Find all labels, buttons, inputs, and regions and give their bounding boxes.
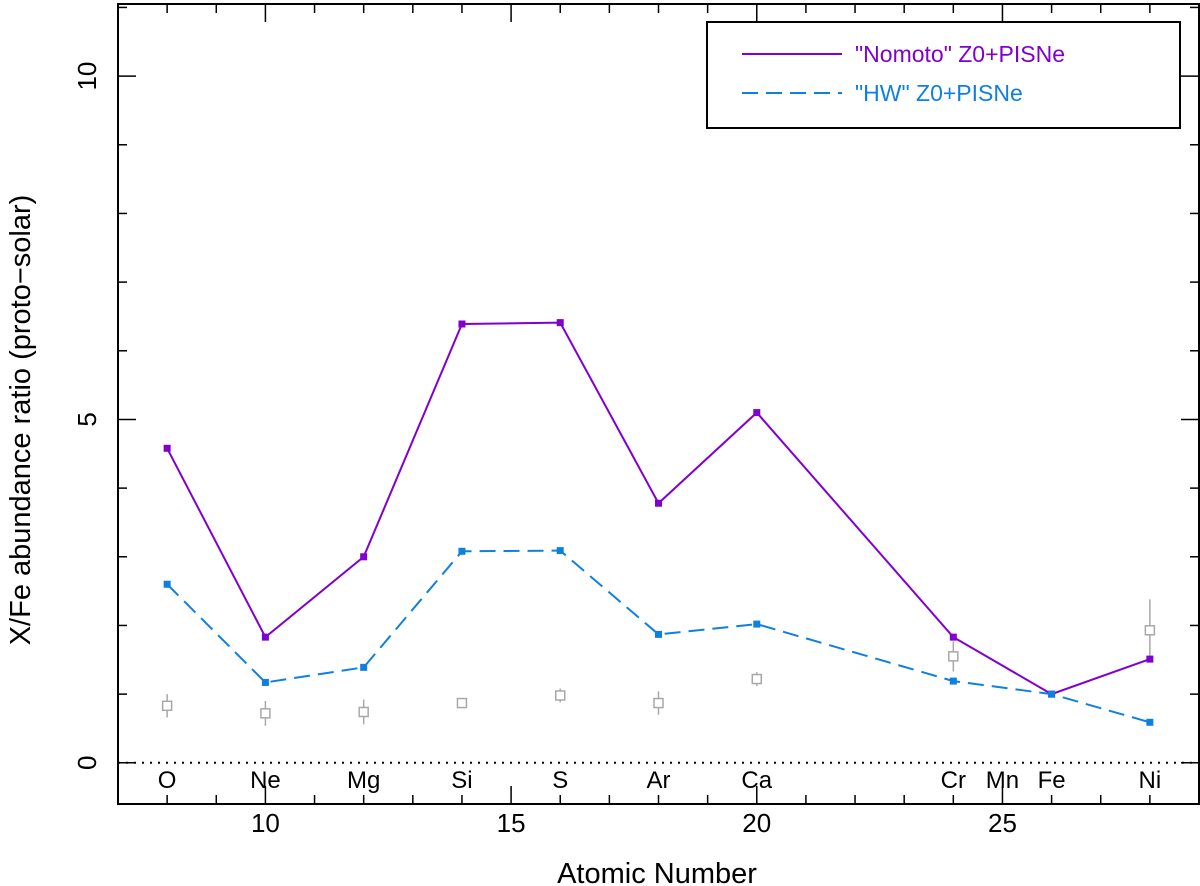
hw-point bbox=[360, 663, 368, 671]
hw-point bbox=[163, 580, 171, 588]
observed-point bbox=[1144, 625, 1156, 636]
series-line-nomoto bbox=[166, 321, 1151, 696]
series-line-hw bbox=[166, 549, 1151, 724]
nomoto-point bbox=[360, 553, 368, 561]
element-label: O bbox=[158, 767, 177, 794]
observed-point bbox=[260, 708, 271, 719]
element-label: Cr bbox=[941, 767, 966, 794]
hw-point bbox=[1048, 690, 1056, 698]
observed-point bbox=[554, 690, 566, 701]
legend-label-nomoto: "Nomoto" Z0+PISNe bbox=[855, 41, 1065, 67]
element-label: Ca bbox=[741, 767, 772, 794]
x-tick-label: 10 bbox=[251, 808, 280, 838]
x-axis-title: Atomic Number bbox=[557, 858, 757, 886]
hw-point bbox=[655, 630, 662, 638]
x-tick-label: 25 bbox=[988, 808, 1017, 838]
observed-point bbox=[653, 697, 664, 709]
hw-point bbox=[1146, 718, 1154, 726]
hw-point bbox=[753, 620, 761, 628]
observed-point bbox=[358, 706, 369, 718]
hw-point bbox=[261, 678, 269, 686]
y-tick-label: 0 bbox=[72, 756, 102, 770]
element-label: Fe bbox=[1038, 767, 1066, 794]
hw-point bbox=[556, 547, 564, 555]
y-tick-label: 5 bbox=[72, 412, 102, 426]
nomoto-point bbox=[556, 319, 564, 327]
element-label: Ne bbox=[250, 767, 281, 794]
hw-point bbox=[458, 547, 466, 555]
hw-point bbox=[949, 677, 957, 685]
observed-point bbox=[948, 651, 959, 662]
element-label: Si bbox=[451, 767, 472, 794]
x-tick-label: 20 bbox=[742, 808, 771, 838]
y-axis-title: X/Fe abundance ratio (proto−solar) bbox=[5, 195, 37, 646]
nomoto-point bbox=[655, 499, 662, 507]
plot-area: 10 15 20 25 0 5 10 O Ne Mg Si S Ar Ca Cr Mn Fe Ni "Nomoto"… bbox=[72, 3, 1200, 838]
nomoto-point bbox=[163, 444, 171, 452]
nomoto-point bbox=[261, 633, 269, 641]
x-tick-label: 15 bbox=[497, 808, 526, 838]
nomoto-point bbox=[1146, 655, 1154, 663]
y-tick-label: 10 bbox=[72, 62, 102, 91]
legend: "Nomoto" Z0+PISNe "HW" Z0+PISNe bbox=[706, 21, 1181, 129]
nomoto-point bbox=[753, 409, 761, 417]
legend-label-hw: "HW" Z0+PISNe bbox=[855, 80, 1023, 106]
observed-point bbox=[456, 697, 468, 709]
element-label: Ar bbox=[647, 767, 671, 794]
element-label: Mn bbox=[986, 767, 1019, 794]
element-label: S bbox=[552, 767, 568, 794]
nomoto-point bbox=[458, 320, 466, 328]
legend-box bbox=[706, 21, 1181, 129]
observed-point bbox=[751, 673, 763, 685]
element-label: Mg bbox=[347, 767, 380, 794]
element-label: Ni bbox=[1139, 767, 1162, 794]
nomoto-point bbox=[949, 633, 957, 641]
observed-point bbox=[161, 700, 173, 712]
